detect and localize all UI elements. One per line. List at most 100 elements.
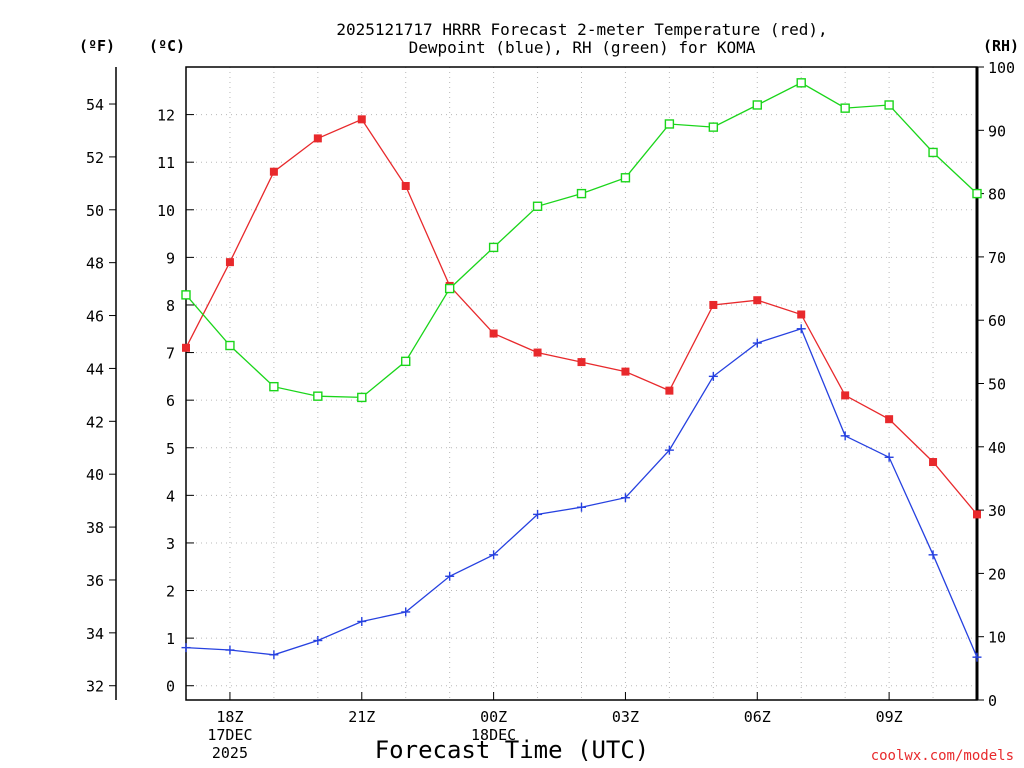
- 2-meter-temperature-point: [841, 391, 850, 400]
- fahrenheit-tick-label: 48: [86, 255, 104, 273]
- rh-point: [708, 122, 719, 132]
- dewpoint-point: [884, 452, 894, 462]
- rh-tick-label: 10: [988, 629, 1006, 647]
- fahrenheit-tick-label: 34: [86, 625, 104, 643]
- 2-meter-temperature-point: [489, 329, 498, 338]
- 2-meter-temperature-point: [885, 415, 894, 424]
- rh-point: [884, 100, 894, 110]
- fahrenheit-tick-label: 44: [86, 360, 104, 378]
- celsius-tick-label: 5: [166, 440, 175, 458]
- dewpoint-point: [313, 636, 323, 646]
- 2-meter-temperature-point: [225, 258, 234, 267]
- 2-meter-temperature-point: [665, 386, 674, 395]
- dewpoint-point: [664, 445, 674, 455]
- 2-meter-temperature-point: [709, 300, 718, 309]
- 2-meter-temperature-point: [797, 310, 806, 319]
- x-tick-label: 18Z: [216, 708, 243, 726]
- x-tick-label: 18DEC: [471, 726, 516, 744]
- celsius-tick-label: 6: [166, 392, 175, 410]
- 2-meter-temperature-point: [753, 296, 762, 305]
- tick-labels: 0123456789101112323436384042444648505254…: [86, 59, 1015, 762]
- dewpoint-point: [972, 652, 982, 662]
- dewpoint-point: [928, 550, 938, 560]
- 2-meter-temperature-point: [313, 134, 322, 143]
- dewpoint-point: [577, 502, 586, 512]
- 2-meter-temperature-point: [533, 348, 542, 357]
- 2-meter-temperature-line: [185, 118, 978, 515]
- rh-tick-label: 100: [988, 59, 1015, 77]
- rh-tick-label: 0: [988, 692, 997, 710]
- rh-point: [928, 147, 938, 158]
- rh-point: [313, 391, 323, 401]
- dewpoint-point: [752, 338, 762, 348]
- dewpoint-point: [708, 371, 718, 381]
- rh-tick-label: 20: [988, 565, 1006, 583]
- rh-point: [620, 173, 631, 183]
- dewpoint-point: [796, 324, 806, 334]
- x-axis-label: Forecast Time (UTC): [375, 736, 650, 764]
- fahrenheit-axis-unit: (ºF): [79, 37, 115, 55]
- rh-tick-label: 90: [988, 122, 1006, 140]
- chart-title-line-2: Dewpoint (blue), RH (green) for KOMA: [409, 38, 756, 57]
- gridlines: [185, 67, 978, 700]
- dewpoint-point: [401, 607, 411, 617]
- rh-axis-unit: (RH): [983, 37, 1019, 55]
- 2-meter-temperature-point: [401, 181, 410, 190]
- celsius-tick-label: 10: [157, 202, 175, 220]
- rh-tick-label: 50: [988, 376, 1006, 394]
- fahrenheit-tick-label: 36: [86, 572, 104, 590]
- dewpoint-point: [225, 645, 235, 655]
- rh-point: [444, 283, 455, 294]
- data-series: [181, 78, 982, 662]
- 2-meter-temperature-point: [973, 510, 981, 519]
- fahrenheit-tick-label: 50: [86, 202, 104, 220]
- rh-point: [401, 356, 411, 367]
- x-tick-label: 21Z: [348, 708, 375, 726]
- celsius-tick-label: 11: [157, 154, 175, 172]
- x-tick-label: 2025: [212, 744, 248, 762]
- rh-point: [796, 78, 806, 88]
- rh-point: [532, 201, 543, 211]
- celsius-tick-label: 7: [166, 345, 175, 363]
- x-tick-label: 00Z: [480, 708, 507, 726]
- rh-tick-label: 30: [988, 502, 1006, 520]
- fahrenheit-tick-label: 32: [86, 678, 104, 696]
- celsius-tick-label: 1: [166, 630, 175, 648]
- rh-point: [357, 392, 367, 403]
- x-tick-label: 09Z: [876, 708, 903, 726]
- rh-point: [576, 188, 587, 199]
- dewpoint-point: [840, 431, 850, 441]
- fahrenheit-tick-label: 38: [86, 519, 104, 537]
- x-tick-label: 17DEC: [207, 726, 252, 744]
- rh-tick-label: 80: [988, 186, 1006, 204]
- rh-point: [972, 188, 982, 199]
- credit-label: coolwx.com/models: [871, 748, 1014, 764]
- celsius-tick-label: 8: [166, 297, 175, 315]
- rh-tick-label: 40: [988, 439, 1006, 457]
- rh-point: [752, 100, 762, 110]
- 2-meter-temperature-point: [357, 115, 366, 124]
- rh-point: [269, 381, 279, 392]
- rh-tick-label: 60: [988, 312, 1006, 330]
- 2-meter-temperature-point: [577, 358, 586, 367]
- celsius-tick-label: 12: [157, 107, 175, 125]
- rh-point: [664, 119, 675, 129]
- celsius-tick-label: 4: [166, 487, 175, 505]
- dewpoint-point: [533, 509, 543, 519]
- celsius-tick-label: 9: [166, 249, 175, 267]
- fahrenheit-tick-label: 40: [86, 466, 104, 484]
- fahrenheit-tick-label: 52: [86, 149, 104, 167]
- celsius-tick-label: 3: [166, 535, 175, 553]
- 2-meter-temperature-point: [621, 367, 630, 376]
- fahrenheit-tick-label: 46: [86, 308, 104, 326]
- celsius-tick-label: 2: [166, 583, 175, 601]
- 2-meter-temperature-point: [269, 167, 278, 176]
- rh-point: [840, 103, 850, 113]
- dewpoint-point: [181, 643, 191, 653]
- dewpoint-point: [357, 616, 367, 626]
- rh-line: [185, 82, 978, 399]
- rh-point: [181, 290, 191, 300]
- dewpoint-point: [269, 650, 279, 660]
- celsius-axis-unit: (ºC): [149, 37, 185, 55]
